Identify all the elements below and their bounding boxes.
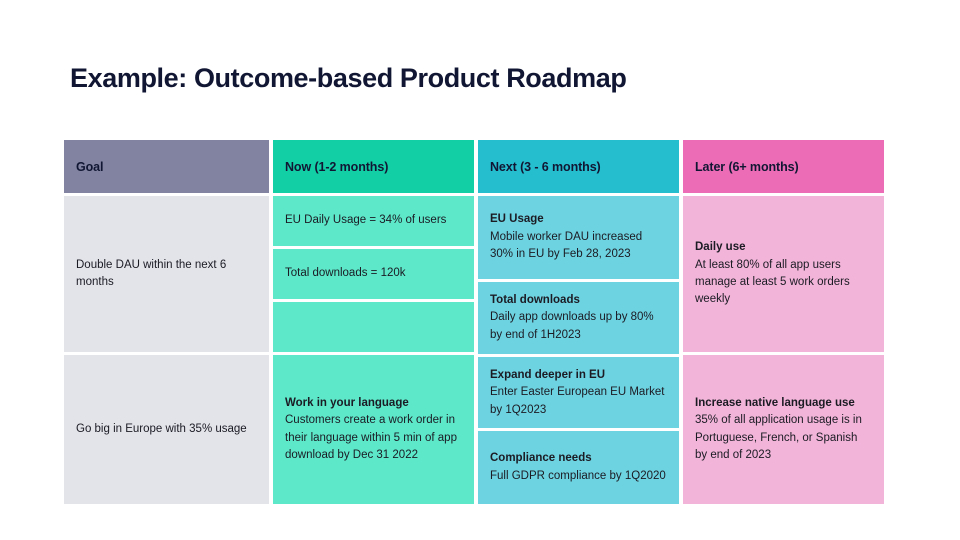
column-header-now: Now (1-2 months) (273, 140, 474, 193)
next-cell-row1-item1-title: EU Usage (490, 213, 544, 226)
column-body-next: EU Usage Mobile worker DAU increased 30%… (478, 193, 679, 504)
now-cell-row2-item1-text: Customers create a work order in their l… (285, 414, 457, 461)
next-cell-row2-item2: Compliance needs Full GDPR compliance by… (478, 431, 679, 504)
column-header-later: Later (6+ months) (683, 140, 884, 193)
later-cell-row2-item1-text: 35% of all application usage is in Portu… (695, 414, 862, 461)
now-cell-row1-item1: EU Daily Usage = 34% of users (273, 196, 474, 246)
next-cell-row2-item1-text: Enter Easter European EU Market by 1Q202… (490, 386, 665, 416)
now-cell-row1-item3 (273, 302, 474, 352)
later-cell-row1-item1-title: Daily use (695, 241, 746, 254)
now-cell-row2-item1: Work in your language Customers create a… (273, 355, 474, 504)
now-cell-row1-item2-text: Total downloads = 120k (285, 267, 406, 280)
next-cell-row1-item1-text: Mobile worker DAU increased 30% in EU by… (490, 230, 643, 261)
later-cell-row2-item1-title: Increase native language use (695, 396, 855, 409)
roadmap-column-later: Later (6+ months) Daily use At least 80%… (683, 140, 884, 504)
goal-cell-row2: Go big in Europe with 35% usage (64, 355, 269, 504)
column-body-now: EU Daily Usage = 34% of users Total down… (273, 193, 474, 504)
next-cell-row1-item2: Total downloads Daily app downloads up b… (478, 282, 679, 355)
next-row-1: EU Usage Mobile worker DAU increased 30%… (478, 196, 679, 355)
goal-cell-row2-text: Go big in Europe with 35% usage (76, 422, 247, 435)
roadmap-column-now: Now (1-2 months) EU Daily Usage = 34% of… (273, 140, 474, 504)
next-cell-row2-item2-title: Compliance needs (490, 452, 592, 465)
next-row-2: Expand deeper in EU Enter Easter Europea… (478, 357, 679, 504)
now-cell-row1-item2: Total downloads = 120k (273, 249, 474, 299)
roadmap-table: Goal Double DAU within the next 6 months… (64, 140, 886, 504)
goal-row-1: Double DAU within the next 6 months (64, 196, 269, 352)
later-row-1: Daily use At least 80% of all app users … (683, 196, 884, 352)
now-cell-row1-item1-text: EU Daily Usage = 34% of users (285, 214, 447, 227)
now-row-2: Work in your language Customers create a… (273, 355, 474, 504)
goal-cell-row1-text: Double DAU within the next 6 months (76, 258, 227, 288)
now-row-1: EU Daily Usage = 34% of users Total down… (273, 196, 474, 352)
cell-divider (273, 299, 474, 302)
next-cell-row2-item2-text: Full GDPR compliance by 1Q2020 (490, 469, 666, 482)
column-body-later: Daily use At least 80% of all app users … (683, 193, 884, 504)
later-cell-row2-item1: Increase native language use 35% of all … (683, 355, 884, 504)
roadmap-column-goal: Goal Double DAU within the next 6 months… (64, 140, 269, 504)
next-cell-row1-item2-text: Daily app downloads up by 80% by end of … (490, 311, 654, 341)
cell-divider (478, 428, 679, 432)
page-title: Example: Outcome-based Product Roadmap (70, 63, 627, 93)
next-cell-row1-item2-title: Total downloads (490, 294, 580, 306)
roadmap-column-next: Next (3 - 6 months) EU Usage Mobile work… (478, 140, 679, 504)
cell-divider (478, 279, 679, 282)
goal-cell-row1: Double DAU within the next 6 months (64, 196, 269, 352)
later-row-2: Increase native language use 35% of all … (683, 355, 884, 504)
next-cell-row2-item1-title: Expand deeper in EU (490, 368, 606, 381)
cell-divider (273, 246, 474, 249)
later-cell-row1-item1-text: At least 80% of all app users manage at … (695, 258, 850, 306)
column-header-next: Next (3 - 6 months) (478, 140, 679, 193)
now-cell-row2-item1-title: Work in your language (285, 396, 409, 409)
next-cell-row1-item1: EU Usage Mobile worker DAU increased 30%… (478, 196, 679, 279)
goal-row-2: Go big in Europe with 35% usage (64, 355, 269, 504)
column-body-goal: Double DAU within the next 6 months Go b… (64, 193, 269, 504)
later-cell-row1-item1: Daily use At least 80% of all app users … (683, 196, 884, 352)
next-cell-row2-item1: Expand deeper in EU Enter Easter Europea… (478, 357, 679, 429)
column-header-goal: Goal (64, 140, 269, 193)
